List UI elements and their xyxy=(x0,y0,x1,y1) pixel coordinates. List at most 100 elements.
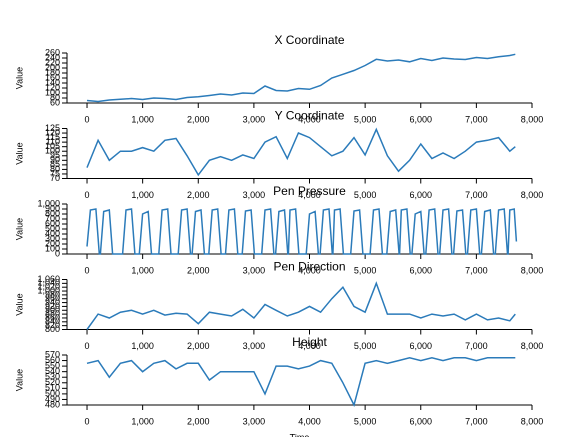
x-tick-label: 2,000 xyxy=(187,416,210,426)
x-tick-label: 6,000 xyxy=(409,416,432,426)
y-axis-label: Value xyxy=(14,218,24,240)
x-tick-label: 8,000 xyxy=(521,341,544,351)
x-tick-label: 8,000 xyxy=(521,265,544,275)
y-tick-label: 700 xyxy=(45,213,60,223)
data-line xyxy=(86,53,516,103)
y-tick-label: 800 xyxy=(45,208,60,218)
x-tick-label: 7,000 xyxy=(465,265,488,275)
y-tick-label: 220 xyxy=(45,57,60,67)
y-tick-label: 480 xyxy=(45,399,60,409)
x-tick-label: 3,000 xyxy=(243,190,266,200)
y-tick-label: 0 xyxy=(55,248,60,258)
x-tick-label: 2,000 xyxy=(187,190,210,200)
x-tick-label: 1,000 xyxy=(131,341,154,351)
y-tick-label: 60 xyxy=(50,97,60,107)
y-tick-label: 105 xyxy=(45,141,60,151)
y-tick-label: 880 xyxy=(45,308,60,318)
y-tick-label: 1,000 xyxy=(37,198,60,208)
x-tick-label: 8,000 xyxy=(521,114,544,124)
y-tick-label: 160 xyxy=(45,72,60,82)
x-tick-label: 7,000 xyxy=(465,341,488,351)
x-tick-label: 5,000 xyxy=(354,341,377,351)
y-tick-label: 1,020 xyxy=(37,282,60,292)
y-tick-label: 100 xyxy=(45,243,60,253)
y-tick-label: 600 xyxy=(45,218,60,228)
y-tick-label: 85 xyxy=(50,159,60,169)
y-tick-label: 115 xyxy=(46,132,60,142)
y-tick-label: 90 xyxy=(50,155,60,165)
x-tick-label: 2,000 xyxy=(187,265,210,275)
y-tick-label: 95 xyxy=(50,150,60,160)
y-tick-label: 900 xyxy=(45,305,60,315)
y-tick-label: 100 xyxy=(45,146,60,156)
y-tick-label: 125 xyxy=(45,123,60,133)
x-tick-label: 7,000 xyxy=(465,416,488,426)
y-tick-label: 840 xyxy=(45,316,60,326)
chart-title: X Coordinate xyxy=(274,33,344,47)
x-tick-label: 1,000 xyxy=(131,416,154,426)
x-tick-label: 4,000 xyxy=(298,265,321,275)
y-tick-label: 550 xyxy=(45,360,60,370)
y-tick-label: 540 xyxy=(45,366,60,376)
x-tick-label: 4,000 xyxy=(298,114,321,124)
x-tick-label: 0 xyxy=(85,114,90,124)
chart-title: Y Coordinate xyxy=(275,109,345,123)
chart-title: Height xyxy=(292,335,327,349)
x-tick-label: 8,000 xyxy=(521,190,544,200)
x-tick-label: 5,000 xyxy=(354,265,377,275)
x-tick-label: 6,000 xyxy=(409,341,432,351)
y-tick-label: 240 xyxy=(45,52,60,62)
x-tick-label: 1,000 xyxy=(131,114,154,124)
y-tick-label: 800 xyxy=(45,324,60,334)
y-axis-label: Value xyxy=(14,369,24,391)
x-tick-label: 2,000 xyxy=(187,114,210,124)
y-tick-label: 110 xyxy=(46,137,60,147)
y-tick-label: 200 xyxy=(45,238,60,248)
y-tick-label: 520 xyxy=(45,377,60,387)
y-tick-label: 1,060 xyxy=(37,274,60,284)
y-tick-label: 510 xyxy=(45,383,60,393)
y-tick-label: 560 xyxy=(45,355,60,365)
data-line xyxy=(86,357,516,408)
data-line xyxy=(86,127,516,177)
x-tick-label: 4,000 xyxy=(298,341,321,351)
x-tick-label: 6,000 xyxy=(409,114,432,124)
data-line xyxy=(86,208,518,255)
y-tick-label: 940 xyxy=(45,297,60,307)
y-tick-label: 80 xyxy=(50,164,60,174)
x-axis-label: Time xyxy=(290,432,310,437)
x-tick-label: 0 xyxy=(85,265,90,275)
y-tick-label: 1,040 xyxy=(37,278,60,288)
y-tick-label: 140 xyxy=(45,77,60,87)
y-tick-label: 900 xyxy=(45,203,60,213)
y-tick-label: 260 xyxy=(45,47,60,57)
chart-title: Pen Pressure xyxy=(273,184,346,198)
x-tick-label: 3,000 xyxy=(243,341,266,351)
y-tick-label: 500 xyxy=(45,388,60,398)
y-tick-label: 920 xyxy=(45,301,60,311)
x-tick-label: 5,000 xyxy=(354,190,377,200)
x-tick-label: 0 xyxy=(85,416,90,426)
x-tick-label: 6,000 xyxy=(409,190,432,200)
x-tick-label: 4,000 xyxy=(298,190,321,200)
y-tick-label: 400 xyxy=(45,228,60,238)
y-axis-label: Value xyxy=(14,293,24,315)
data-line xyxy=(86,281,516,330)
y-tick-label: 500 xyxy=(45,223,60,233)
x-tick-label: 2,000 xyxy=(187,341,210,351)
x-tick-label: 3,000 xyxy=(243,114,266,124)
x-tick-label: 5,000 xyxy=(354,114,377,124)
chart-title: Pen Direction xyxy=(273,260,345,274)
y-tick-label: 960 xyxy=(45,293,60,303)
x-tick-label: 5,000 xyxy=(354,416,377,426)
y-tick-label: 120 xyxy=(45,82,60,92)
y-tick-label: 300 xyxy=(45,233,60,243)
y-tick-label: 80 xyxy=(50,92,60,102)
x-tick-label: 3,000 xyxy=(243,416,266,426)
y-tick-label: 180 xyxy=(45,67,60,77)
y-tick-label: 70 xyxy=(50,173,60,183)
x-tick-label: 1,000 xyxy=(131,265,154,275)
x-tick-label: 4,000 xyxy=(298,416,321,426)
x-tick-label: 1,000 xyxy=(131,190,154,200)
